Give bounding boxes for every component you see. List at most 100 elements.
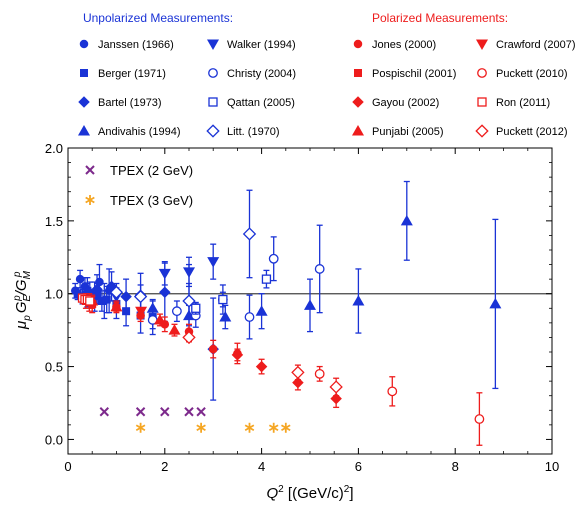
unpolarized-legend-header: Unpolarized Measurements: (83, 11, 233, 25)
point-litt-1970 (182, 294, 196, 308)
legend-marker-andivahis-1994 (78, 125, 90, 136)
point-tpex-3-gev (281, 422, 291, 433)
point-walker-1994 (158, 268, 171, 280)
point-puckett-2012 (291, 365, 305, 380)
point-bartel-1973 (159, 286, 171, 299)
legend-marker-berger-1971 (80, 69, 88, 77)
point-bartel-1973 (120, 290, 132, 303)
point-tpex-3-gev (268, 422, 279, 433)
legend-marker-puckett-2010 (477, 68, 487, 78)
tpex-legend-label-tpex-2-gev: TPEX (2 GeV) (110, 163, 193, 178)
point-andivahis-1994 (146, 302, 159, 313)
point-andivahis-1994 (352, 295, 365, 306)
point-tpex-3-gev (196, 422, 206, 433)
legend-label-gayou-2002: Gayou (2002) (372, 97, 439, 109)
point-tpex-3-gev (244, 422, 255, 433)
x-tick-label: 0 (64, 459, 71, 474)
point-qattan-2005 (218, 294, 228, 305)
x-tick-label: 6 (355, 459, 362, 474)
legend-label-qattan-2005: Qattan (2005) (227, 97, 295, 109)
point-tpex-3-gev (135, 422, 146, 433)
point-qattan-2005 (261, 274, 272, 284)
legend-label-berger-1971: Berger (1971) (98, 68, 166, 80)
point-tpex-2-gev (160, 407, 170, 417)
x-tick-label: 10 (545, 459, 559, 474)
x-axis-title: Q2 [(GeV/c)2] (267, 484, 354, 502)
point-andivahis-1994 (400, 214, 413, 226)
y-tick-label: 2.0 (45, 141, 63, 156)
y-tick-label: 1.5 (45, 214, 63, 229)
point-qattan-2005 (191, 303, 201, 313)
legend-label-punjabi-2005: Punjabi (2005) (372, 126, 444, 138)
legend-marker-bartel-1973 (78, 96, 90, 108)
y-tick-label: 1.0 (45, 287, 63, 302)
legend-marker-litt-1970 (206, 124, 220, 138)
point-berger-1971 (102, 295, 111, 304)
x-tick-label: 4 (258, 459, 265, 474)
point-christy-2004 (244, 312, 255, 322)
point-puckett-2010 (387, 386, 398, 397)
legend-marker-pospischil-2001 (354, 69, 362, 77)
legend-marker-punjabi-2005 (352, 125, 364, 136)
tpex-legend: TPEX (2 GeV) TPEX (3 GeV) (85, 163, 193, 208)
point-gayou-2002 (231, 349, 244, 361)
point-christy-2004 (314, 264, 325, 274)
point-walker-1994 (207, 257, 220, 268)
point-bartel-1973 (91, 283, 103, 296)
legend-marker-gayou-2002 (352, 96, 364, 108)
point-andivahis-1994 (255, 305, 268, 316)
legend-label-puckett-2012: Puckett (2012) (496, 126, 568, 138)
legend-label-pospischil-2001: Pospischil (2001) (372, 68, 456, 80)
point-tpex-2-gev (196, 407, 206, 417)
legend-label-ron-2011: Ron (2011) (496, 97, 550, 109)
point-andivahis-1994 (489, 297, 502, 309)
legend-label-bartel-1973: Bartel (1973) (98, 97, 162, 109)
legend-marker-christy-2004 (208, 68, 218, 78)
point-andivahis-1994 (219, 311, 232, 322)
point-puckett-2012 (329, 380, 343, 394)
point-puckett-2010 (314, 368, 325, 379)
point-tpex-2-gev (184, 407, 194, 417)
point-litt-1970 (242, 227, 257, 241)
point-christy-2004 (268, 253, 279, 264)
point-punjabi-2005 (110, 300, 123, 312)
legend-label-jones-2000: Jones (2000) (372, 39, 436, 51)
point-tpex-2-gev (99, 407, 110, 417)
point-punjabi-2005 (153, 313, 166, 325)
point-tpex-2-gev (135, 407, 146, 417)
point-andivahis-1994 (304, 299, 316, 310)
tpex-legend-marker-tpex-3-gev (85, 195, 95, 205)
data-points (71, 180, 502, 446)
legend-label-christy-2004: Christy (2004) (227, 68, 296, 80)
point-puckett-2012 (182, 330, 196, 345)
tpex-legend-label-tpex-3-gev: TPEX (3 GeV) (110, 193, 193, 208)
point-litt-1970 (133, 289, 148, 304)
point-berger-1971 (97, 297, 106, 305)
y-tick-label: 0.5 (45, 360, 63, 375)
legend-label-crawford-2007: Crawford (2007) (496, 39, 575, 51)
point-jones-2000 (208, 344, 218, 354)
point-walker-1994 (183, 267, 195, 278)
polarized-legend-header: Polarized Measurements: (372, 11, 508, 25)
legend: Janssen (1966) Berger (1971) Bartel (1973)… (78, 39, 575, 138)
legend-label-janssen-1966: Janssen (1966) (98, 39, 174, 51)
point-puckett-2010 (474, 414, 485, 424)
legend-marker-walker-1994 (207, 39, 219, 50)
y-tick-label: 0.0 (45, 432, 63, 447)
legend-marker-jones-2000 (353, 39, 363, 49)
point-berger-1971 (73, 289, 82, 298)
legend-label-walker-1994: Walker (1994) (227, 39, 296, 51)
x-tick-label: 8 (452, 459, 459, 474)
axis-ticks: 0 2 4 6 8 10 0.0 0.5 1.0 1.5 2.0 (45, 141, 559, 474)
point-punjabi-2005 (168, 324, 181, 335)
legend-marker-puckett-2012 (475, 124, 489, 138)
legend-marker-crawford-2007 (476, 39, 488, 50)
legend-marker-janssen-1966 (79, 39, 89, 49)
point-ron-2011 (85, 296, 95, 306)
legend-marker-ron-2011 (477, 97, 487, 107)
x-tick-label: 2 (161, 459, 168, 474)
legend-label-litt-1970: Litt. (1970) (227, 126, 280, 138)
point-gayou-2002 (255, 360, 268, 373)
point-janssen-1966 (75, 274, 85, 284)
